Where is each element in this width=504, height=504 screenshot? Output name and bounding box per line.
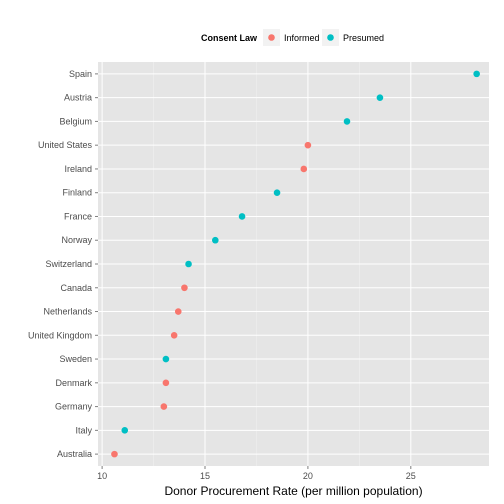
data-point (238, 213, 246, 220)
y-tick-label: Switzerland (45, 259, 92, 269)
data-point (473, 70, 480, 78)
y-tick-label: United Kingdom (28, 330, 92, 340)
legend-entry: Presumed (322, 29, 384, 46)
legend-marker (327, 34, 334, 41)
y-tick-label: Finland (62, 188, 92, 198)
data-point (162, 379, 170, 387)
y-tick-label: Spain (69, 69, 92, 79)
data-point (304, 141, 312, 149)
y-tick-label: Canada (60, 283, 92, 293)
legend-entry: Informed (263, 29, 320, 46)
data-point (343, 118, 351, 125)
data-point (174, 308, 182, 315)
legend-label: Informed (284, 33, 320, 43)
legend-title: Consent Law (201, 33, 258, 43)
y-tick-label: Denmark (55, 378, 92, 388)
y-tick-label: Belgium (59, 116, 92, 126)
data-point (273, 189, 281, 197)
y-tick-label: Germany (55, 402, 93, 412)
data-point (121, 427, 129, 434)
data-point (376, 94, 384, 101)
data-point (170, 331, 178, 339)
legend-label: Presumed (343, 33, 384, 43)
y-tick-label: United States (38, 140, 93, 150)
y-tick-label: France (64, 211, 92, 221)
y-tick-label: Australia (57, 449, 92, 459)
x-axis-title: Donor Procurement Rate (per million popu… (164, 484, 422, 498)
x-tick-label: 25 (406, 471, 416, 481)
data-point (162, 355, 170, 363)
data-point (111, 450, 118, 458)
y-tick-label: Italy (75, 425, 92, 435)
data-point (181, 284, 188, 292)
data-point (212, 236, 219, 244)
x-tick-label: 15 (200, 471, 210, 481)
y-tick-label: Norway (61, 235, 92, 245)
legend: Consent Law Informed Presumed (201, 29, 384, 46)
y-tick-label: Ireland (64, 164, 92, 174)
data-point (300, 165, 308, 173)
x-tick-label: 20 (303, 471, 313, 481)
y-tick-label: Austria (64, 93, 92, 103)
data-point (160, 403, 168, 410)
legend-marker (268, 34, 275, 41)
y-tick-label: Netherlands (43, 307, 92, 317)
data-point (185, 260, 192, 268)
y-tick-label: Sweden (59, 354, 92, 364)
x-tick-label: 10 (97, 471, 107, 481)
